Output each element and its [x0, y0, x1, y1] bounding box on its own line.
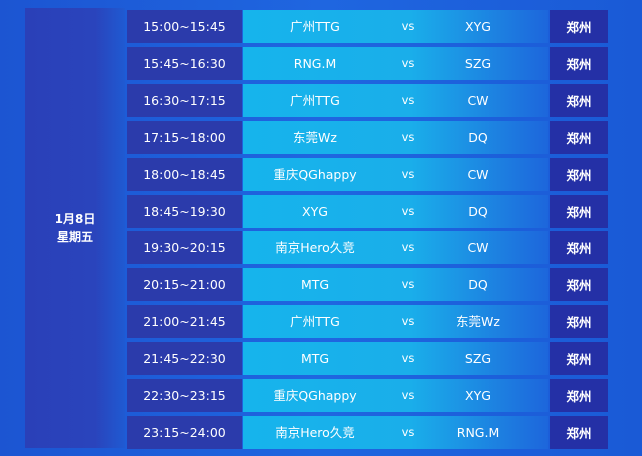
match-row: 21:00~21:45 广州TTG vs 东莞Wz 郑州 — [127, 305, 608, 339]
match-time: 23:15~24:00 — [127, 415, 242, 449]
team-2: CW — [467, 240, 489, 256]
match-venue: 郑州 — [550, 157, 608, 191]
team-2: SZG — [464, 55, 492, 71]
team-2: DQ — [468, 277, 488, 293]
team-1: 南京Hero久竞 — [275, 424, 355, 440]
match-venue: 郑州 — [550, 83, 608, 117]
match-time: 16:30~17:15 — [127, 83, 242, 117]
vs-label: vs — [401, 166, 415, 181]
team-2: CW — [467, 166, 489, 182]
date-day: 1月8日 — [54, 212, 96, 226]
team-1: 东莞Wz — [293, 129, 337, 145]
team-2: DQ — [468, 129, 488, 145]
match-teams: XYG vs DQ — [243, 194, 548, 228]
match-time: 21:00~21:45 — [127, 305, 242, 339]
team-1: 广州TTG — [290, 92, 340, 108]
match-row: 22:30~23:15 重庆QGhappy vs XYG 郑州 — [127, 379, 608, 412]
match-venue: 郑州 — [550, 46, 608, 80]
match-time: 18:00~18:45 — [127, 157, 242, 191]
team-1: 广州TTG — [290, 19, 340, 34]
vs-label: vs — [401, 19, 415, 33]
date-weekday: 星期五 — [56, 230, 93, 244]
team-1: MTG — [300, 277, 330, 293]
vs-label: vs — [401, 388, 415, 402]
team-1: MTG — [300, 351, 330, 367]
match-teams: 重庆QGhappy vs XYG — [243, 379, 548, 412]
match-time: 18:45~19:30 — [127, 194, 242, 228]
match-teams: 广州TTG vs CW — [243, 83, 548, 117]
team-2: RNG.M — [456, 424, 500, 440]
team-1: 重庆QGhappy — [273, 388, 357, 403]
match-row: 21:45~22:30 MTG vs SZG 郑州 — [127, 342, 608, 376]
team-1: 南京Hero久竞 — [275, 240, 355, 256]
vs-label: vs — [401, 92, 415, 107]
team-2: 东莞Wz — [456, 314, 500, 330]
match-row: 23:15~24:00 南京Hero久竞 vs RNG.M 郑州 — [127, 415, 608, 449]
match-venue: 郑州 — [550, 10, 608, 43]
team-1: XYG — [302, 203, 328, 219]
vs-label: vs — [401, 351, 415, 366]
vs-label: vs — [401, 314, 415, 329]
match-time: 15:00~15:45 — [127, 10, 242, 43]
match-time: 20:15~21:00 — [127, 268, 242, 302]
vs-label: vs — [401, 55, 415, 70]
match-teams: 东莞Wz vs DQ — [243, 120, 548, 154]
match-venue: 郑州 — [550, 231, 608, 265]
vs-label: vs — [401, 424, 415, 439]
match-teams: MTG vs SZG — [243, 342, 548, 376]
team-1: 重庆QGhappy — [273, 166, 357, 182]
date-cell: 1月8日 星期五 — [25, 8, 125, 448]
match-teams: MTG vs DQ — [243, 268, 548, 302]
match-time: 21:45~22:30 — [127, 342, 242, 376]
match-row: 15:45~16:30 RNG.M vs SZG 郑州 — [127, 46, 608, 80]
match-row: 19:30~20:15 南京Hero久竞 vs CW 郑州 — [127, 231, 608, 265]
vs-label: vs — [401, 129, 415, 144]
match-teams: 重庆QGhappy vs CW — [243, 157, 548, 191]
match-time: 22:30~23:15 — [127, 379, 242, 412]
match-venue: 郑州 — [550, 415, 608, 449]
match-venue: 郑州 — [550, 194, 608, 228]
match-row: 17:15~18:00 东莞Wz vs DQ 郑州 — [127, 120, 608, 154]
match-venue: 郑州 — [550, 305, 608, 339]
match-venue: 郑州 — [550, 342, 608, 376]
team-2: XYG — [465, 388, 491, 403]
match-teams: 广州TTG vs XYG — [243, 10, 548, 43]
team-2: SZG — [464, 351, 492, 367]
match-teams: 南京Hero久竞 vs RNG.M — [243, 415, 548, 449]
vs-label: vs — [401, 240, 415, 255]
team-2: XYG — [465, 19, 491, 34]
team-2: DQ — [468, 203, 488, 219]
match-row: 18:45~19:30 XYG vs DQ 郑州 — [127, 194, 608, 228]
match-teams: 南京Hero久竞 vs CW — [243, 231, 548, 265]
match-teams: 广州TTG vs 东莞Wz — [243, 305, 548, 339]
match-venue: 郑州 — [550, 379, 608, 412]
match-row: 15:00~15:45 广州TTG vs XYG 郑州 — [127, 10, 608, 43]
match-time: 15:45~16:30 — [127, 46, 242, 80]
match-venue: 郑州 — [550, 268, 608, 302]
match-row: 18:00~18:45 重庆QGhappy vs CW 郑州 — [127, 157, 608, 191]
match-teams: RNG.M vs SZG — [243, 46, 548, 80]
team-1: 广州TTG — [290, 314, 340, 330]
match-time: 19:30~20:15 — [127, 231, 242, 265]
match-venue: 郑州 — [550, 120, 608, 154]
match-time: 17:15~18:00 — [127, 120, 242, 154]
match-row: 20:15~21:00 MTG vs DQ 郑州 — [127, 268, 608, 302]
vs-label: vs — [401, 203, 415, 218]
match-row: 16:30~17:15 广州TTG vs CW 郑州 — [127, 83, 608, 117]
team-2: CW — [467, 92, 489, 108]
team-1: RNG.M — [293, 55, 337, 71]
vs-label: vs — [401, 277, 415, 292]
